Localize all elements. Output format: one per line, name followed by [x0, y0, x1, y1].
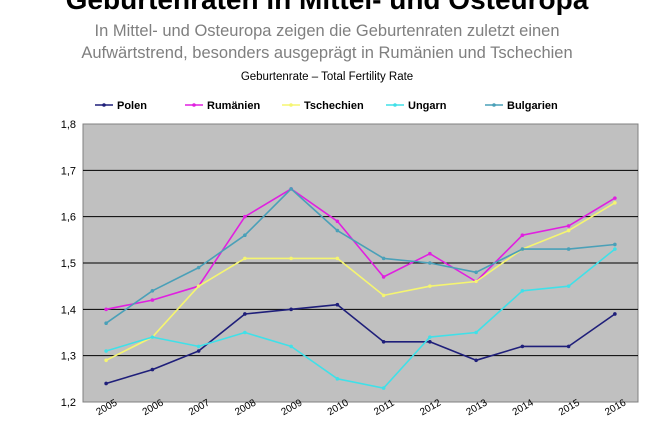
data-point: [104, 321, 108, 326]
y-tick-label: 1,2: [61, 397, 76, 409]
data-point: [520, 289, 525, 293]
legend-label: Rumänien: [207, 100, 260, 112]
data-point: [428, 251, 432, 256]
data-point: [566, 344, 571, 349]
data-point: [428, 339, 432, 344]
data-point: [520, 344, 525, 349]
data-point: [104, 307, 108, 312]
legend-marker: [492, 103, 496, 107]
data-point: [613, 196, 617, 200]
data-point: [520, 247, 525, 251]
data-point: [613, 242, 617, 247]
y-tick-label: 1,5: [61, 258, 76, 270]
data-point: [335, 302, 340, 307]
data-point: [566, 247, 571, 251]
y-tick-label: 1,6: [61, 212, 76, 224]
data-point: [196, 344, 201, 349]
series-line-bulgarien: [105, 188, 615, 324]
slide-subtitle-line-2: Aufwärtstrend, besonders ausgeprägt in R…: [81, 44, 573, 62]
data-point: [104, 358, 108, 363]
legend-label: Ungarn: [408, 100, 447, 112]
data-point: [104, 381, 108, 386]
legend-marker: [393, 103, 397, 107]
data-point: [150, 289, 155, 293]
legend-label: Tschechien: [304, 100, 364, 112]
data-point: [243, 214, 247, 219]
data-point: [335, 219, 340, 224]
data-point: [243, 330, 247, 335]
data-point: [381, 386, 386, 390]
series-line-tschechien: [105, 202, 616, 362]
data-point: [381, 256, 386, 261]
legend-label: Bulgarien: [507, 100, 558, 112]
slide-title: Geburtenraten in Mittel- und Osteuropa: [0, 0, 654, 16]
y-tick-label: 1,7: [61, 165, 76, 177]
series-line-ungarn: [105, 248, 616, 389]
chart-legend: Polen Rumänien Tschechien Ungarn Bulgarien: [95, 100, 558, 112]
data-point: [474, 358, 478, 363]
legend-marker: [289, 103, 293, 107]
y-tick-label: 1,8: [61, 119, 76, 131]
data-point: [474, 270, 478, 275]
data-point: [243, 233, 247, 237]
y-tick-label: 1,3: [61, 351, 76, 363]
data-point: [613, 247, 617, 251]
y-tick-label: 1,4: [61, 304, 76, 316]
legend-marker: [192, 103, 196, 107]
data-point: [335, 377, 340, 381]
data-point: [381, 293, 386, 298]
data-point: [104, 349, 108, 353]
data-point: [289, 187, 293, 191]
data-point: [243, 312, 247, 316]
data-point: [289, 256, 293, 261]
legend-label: Polen: [117, 100, 147, 112]
data-point: [150, 335, 155, 339]
data-point: [196, 265, 201, 270]
data-point: [150, 298, 155, 302]
data-point: [474, 330, 478, 335]
data-point: [381, 275, 386, 279]
data-point: [381, 339, 386, 344]
data-point: [566, 228, 571, 233]
data-point: [243, 256, 247, 261]
data-point: [474, 279, 478, 284]
data-point: [289, 307, 293, 312]
data-point: [335, 256, 340, 261]
slide-subtitle-line-1: In Mittel- und Osteuropa zeigen die Gebu…: [94, 22, 560, 40]
data-point: [613, 312, 617, 316]
data-point: [150, 367, 155, 372]
series-line-rumänien: [105, 188, 616, 311]
data-point: [566, 224, 571, 228]
data-point: [428, 261, 432, 265]
data-point: [428, 335, 432, 339]
chart-title: Geburtenrate – Total Fertility Rate: [240, 71, 414, 83]
data-point: [613, 200, 617, 205]
data-point: [196, 284, 201, 288]
series-line-polen: [105, 303, 616, 385]
data-point: [566, 284, 571, 288]
legend-marker: [102, 103, 106, 107]
data-point: [520, 233, 525, 237]
data-point: [428, 284, 432, 288]
data-point: [196, 349, 201, 353]
data-point: [289, 344, 293, 349]
data-point: [335, 228, 340, 233]
